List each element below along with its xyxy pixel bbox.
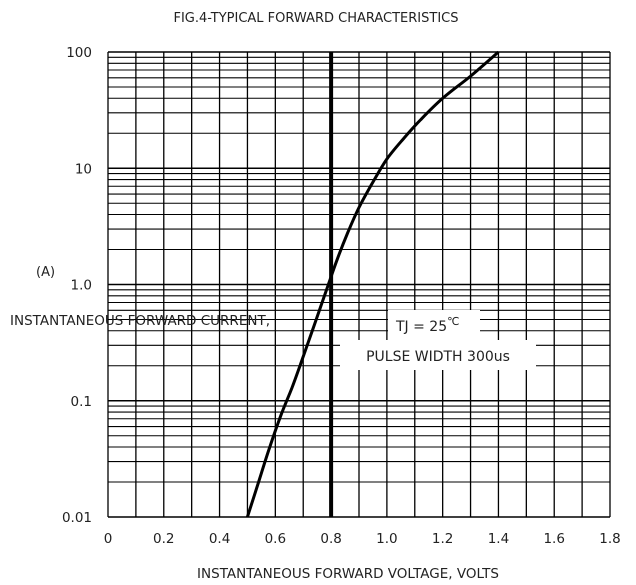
y-axis-tick-labels: 0.01 0.1 1.0 10 100	[62, 45, 92, 526]
x-tick-label: 0.2	[153, 531, 174, 547]
x-tick-label: 1.8	[599, 531, 620, 547]
plot-area	[107, 50, 611, 518]
x-tick-label: 0.6	[265, 531, 286, 547]
x-tick-label: 1.4	[488, 531, 509, 547]
x-tick-label: 0.8	[320, 531, 341, 547]
y-tick-label: 0.1	[71, 394, 92, 410]
x-axis-tick-labels: 0 0.2 0.4 0.6 0.8 1.0 1.2 1.4 1.6 1.8	[104, 531, 621, 547]
y-tick-label: 0.01	[62, 510, 92, 526]
tj-annotation: TJ = 25℃	[395, 315, 460, 335]
y-axis-unit: (A)	[36, 265, 55, 280]
series-layer	[245, 50, 500, 518]
tj-annotation-value: TJ = 25	[395, 319, 447, 335]
x-tick-label: 1.6	[543, 531, 564, 547]
y-axis-label: INSTANTANEOUS FORWARD CURRENT,	[10, 313, 270, 329]
tj-annotation-unit: ℃	[447, 315, 459, 328]
x-tick-label: 1.2	[432, 531, 453, 547]
x-tick-label: 1.0	[376, 531, 397, 547]
y-tick-label: 10	[75, 161, 92, 177]
major-gridlines	[107, 51, 611, 518]
pulse-annotation: PULSE WIDTH 300us	[366, 349, 510, 365]
y-tick-label: 1.0	[71, 278, 92, 294]
x-tick-label: 0.4	[209, 531, 230, 547]
y-tick-label: 100	[66, 45, 92, 61]
tj-annotation-box	[388, 310, 480, 340]
forward-characteristic-curve	[245, 50, 500, 518]
x-tick-label: 0	[104, 531, 113, 547]
pulse-annotation-box	[340, 340, 536, 370]
chart-title: FIG.4-TYPICAL FORWARD CHARACTERISTICS	[174, 11, 459, 26]
x-axis-label: INSTANTANEOUS FORWARD VOLTAGE, VOLTS	[197, 566, 499, 582]
